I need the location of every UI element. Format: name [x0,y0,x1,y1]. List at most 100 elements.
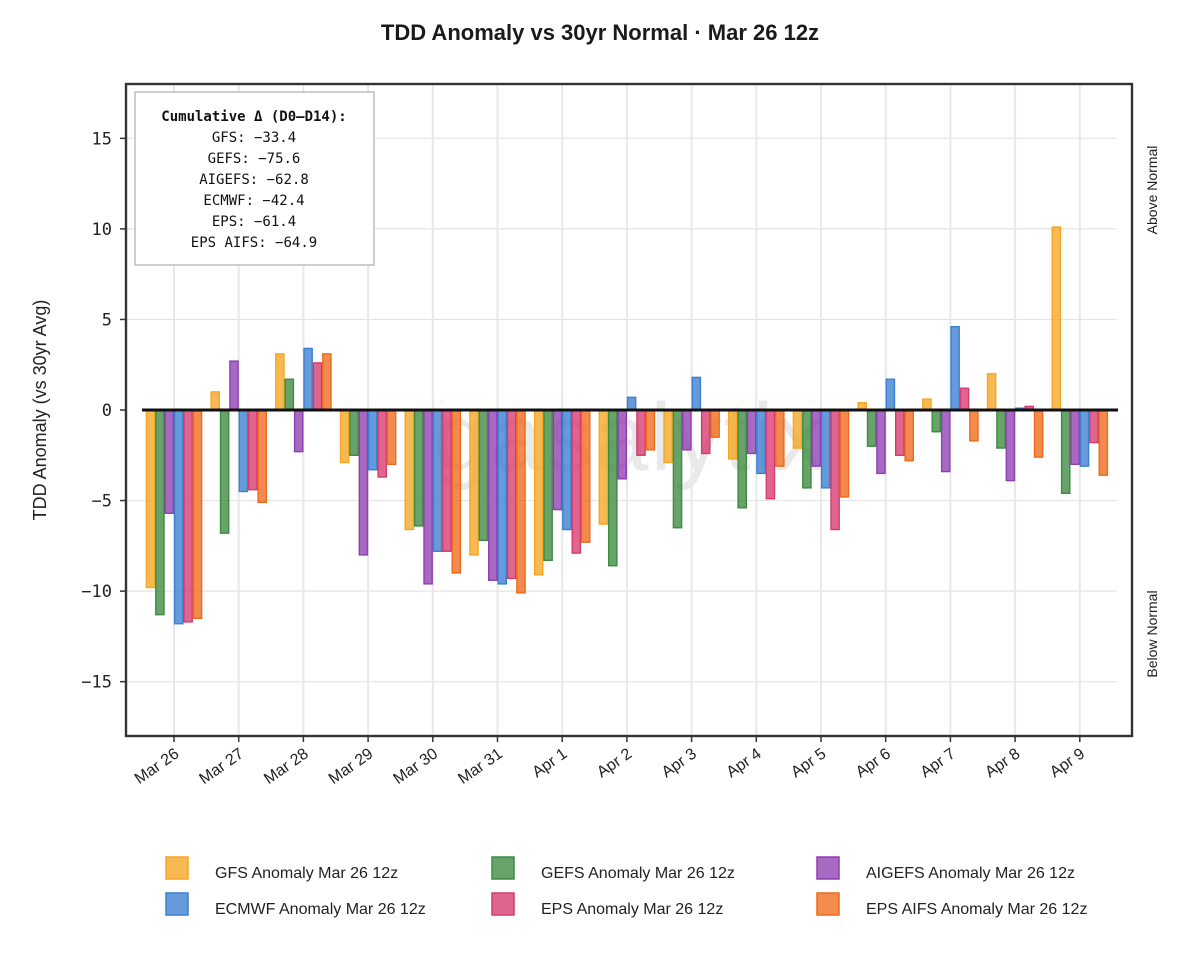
legend-label-ecmwf: ECMWF Anomaly Mar 26 12z [215,901,426,918]
legend-swatch-gefs [491,856,515,880]
bar-gefs-apr-7 [931,409,942,433]
legend-swatch-aigefs [816,856,840,880]
bar-gfs-apr-5 [792,409,803,449]
bar-aigefs-apr-6 [876,409,886,475]
legend-label-aigefs: AIGEFS Anomaly Mar 26 12z [866,865,1075,882]
x-tick-label-apr-5: Apr 5 [788,745,829,781]
bar-gfs-mar-26 [145,409,156,589]
bar-eps-aifs-mar-30 [451,409,462,574]
bar-gfs-mar-29 [339,409,350,464]
legend-label-eps-aifs: EPS AIFS Anomaly Mar 26 12z [866,901,1087,918]
bar-ecmwf-mar-26 [173,409,184,625]
y-axis-label: TDD Anomaly (vs 30yr Avg) [30,300,50,521]
bar-ecmwf-mar-31 [497,409,508,585]
annotation-line-eps: EPS: −61.4 [212,214,296,230]
bar-gefs-mar-30 [413,409,424,527]
bar-gefs-mar-26 [155,409,165,616]
annotation-line-gfs: GFS: −33.4 [212,130,296,146]
bar-ecmwf-mar-29 [368,409,378,471]
annotation-line-ecmwf: ECMWF: −42.4 [203,193,304,209]
x-tick-label-apr-8: Apr 8 [982,745,1023,781]
bar-eps-mar-31 [506,409,517,580]
bar-aigefs-apr-1 [552,409,563,511]
x-tick-label-mar-30: Mar 30 [391,745,442,788]
bar-eps-mar-29 [377,409,388,478]
bar-aigefs-mar-28 [293,409,304,453]
bar-aigefs-mar-29 [358,409,369,556]
x-tick-label-apr-9: Apr 9 [1047,745,1088,781]
bar-gefs-mar-28 [284,378,295,411]
bar-eps-aifs-apr-2 [645,409,656,451]
bar-gfs-apr-9 [1051,226,1062,411]
bar-eps-apr-2 [636,409,646,456]
bar-eps-mar-30 [442,409,452,552]
bar-aigefs-apr-2 [617,409,627,480]
bar-eps-apr-4 [765,409,776,500]
y-axis: −15 −10 −5 0 5 10 15 [81,129,126,693]
bar-eps-aifs-apr-3 [710,409,720,438]
bar-ecmwf-mar-28 [303,347,313,411]
bar-ecmwf-apr-1 [562,409,572,531]
bar-aigefs-mar-27 [229,360,239,411]
bar-gfs-apr-1 [533,409,544,576]
legend: GFS Anomaly Mar 26 12z GEFS Anomaly Mar … [165,856,1087,918]
x-tick-label-mar-31: Mar 31 [455,745,506,788]
x-tick-label-mar-26: Mar 26 [132,745,183,788]
legend-swatch-gfs [165,856,189,880]
bar-gefs-apr-5 [802,409,812,489]
y-tick-label: −5 [92,492,112,512]
x-tick-label-apr-4: Apr 4 [724,745,765,781]
x-tick-label-mar-29: Mar 29 [326,745,377,788]
bar-gfs-mar-30 [404,409,415,531]
x-tick-label-mar-27: Mar 27 [196,745,247,788]
y-tick-label: −10 [81,582,112,602]
bar-eps-mar-28 [312,362,323,411]
y-tick-label: 0 [102,401,112,421]
bar-aigefs-apr-5 [811,409,822,467]
bar-eps-apr-5 [830,409,840,531]
cumulative-annotation: Cumulative Δ (D0–D14): GFS: −33.4 GEFS: … [134,91,375,266]
x-tick-label-apr-1: Apr 1 [529,745,570,781]
bar-ecmwf-apr-7 [950,325,960,411]
bar-eps-apr-6 [895,409,905,456]
bar-gefs-apr-2 [608,409,618,567]
annotation-line-aigefs: AIGEFS: −62.8 [199,172,309,188]
annotation-line-gefs: GEFS: −75.6 [208,151,301,167]
legend-swatch-eps [491,892,515,916]
bar-aigefs-mar-30 [423,409,433,585]
bar-gefs-apr-9 [1060,409,1071,495]
bar-gfs-apr-3 [663,409,673,464]
x-tick-label-mar-28: Mar 28 [261,745,312,788]
bar-gfs-apr-4 [728,409,738,460]
above-normal-label: Above Normal [1144,146,1160,235]
bar-eps-aifs-mar-28 [322,353,332,411]
bar-ecmwf-mar-30 [432,409,443,552]
bar-gefs-apr-6 [866,409,877,447]
bars-group [145,226,1109,625]
below-normal-label: Below Normal [1144,590,1160,677]
x-tick-label-apr-3: Apr 3 [659,745,700,781]
bar-gefs-apr-3 [672,409,683,529]
bar-aigefs-apr-7 [940,409,951,473]
legend-label-eps: EPS Anomaly Mar 26 12z [541,901,723,918]
bar-eps-apr-7 [959,387,970,411]
legend-swatch-ecmwf [165,892,189,916]
bar-eps-aifs-apr-5 [839,409,850,498]
bar-gfs-apr-2 [598,409,609,525]
x-tick-label-apr-6: Apr 6 [853,745,894,781]
bar-ecmwf-apr-5 [820,409,831,489]
legend-label-gefs: GEFS Anomaly Mar 26 12z [541,865,735,882]
bar-gefs-apr-4 [737,409,747,509]
x-axis: Mar 26 Mar 27 Mar 28 Mar 29 Mar 30 Mar 31 Apr … [132,736,1088,788]
bar-ecmwf-mar-27 [238,409,249,493]
bar-aigefs-apr-8 [1005,409,1016,482]
bar-aigefs-mar-26 [164,409,175,514]
bar-eps-aifs-apr-6 [904,409,914,462]
bar-eps-aifs-mar-31 [516,409,526,594]
bar-ecmwf-apr-3 [691,376,702,411]
bar-eps-aifs-apr-1 [580,409,591,543]
bar-gfs-mar-31 [469,409,479,556]
bar-eps-mar-27 [247,409,258,491]
